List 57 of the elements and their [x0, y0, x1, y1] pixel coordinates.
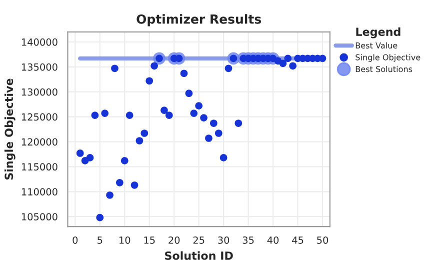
point	[224, 64, 232, 72]
y-tick-label: 125000	[22, 113, 58, 121]
x-tick-label: 25	[193, 236, 204, 244]
point	[234, 120, 242, 127]
point	[140, 130, 148, 137]
point	[106, 191, 114, 199]
x-tick-label: 45	[292, 236, 304, 244]
y-tick-label: 115000	[22, 163, 58, 171]
y-tick-label: 110000	[22, 188, 58, 196]
x-tick-label: 35	[242, 236, 254, 244]
point	[185, 90, 193, 98]
point	[101, 110, 109, 117]
x-tick-label: 5	[98, 236, 102, 244]
point	[120, 157, 128, 164]
point	[146, 77, 154, 85]
x-tick-label: 50	[317, 236, 328, 244]
point	[126, 112, 134, 119]
point	[116, 178, 124, 186]
point	[86, 154, 94, 162]
y-tick-label: 140000	[22, 38, 58, 46]
point	[214, 130, 222, 137]
x-tick-label: 40	[267, 236, 279, 244]
y-tick-label: 135000	[22, 63, 58, 71]
point	[180, 70, 188, 78]
point	[76, 150, 84, 157]
y-tick-label: 120000	[22, 138, 58, 146]
x-tick-label: 15	[144, 236, 155, 244]
point	[210, 120, 218, 127]
y-tick-label: 130000	[22, 88, 58, 96]
point	[136, 137, 144, 144]
legend-label: Best Solutions	[356, 66, 412, 72]
point	[190, 110, 198, 117]
point	[220, 154, 228, 162]
legend-title: Legend	[356, 27, 400, 38]
point	[284, 54, 292, 62]
chart-title: Optimizer Results	[136, 14, 262, 26]
point	[150, 62, 158, 70]
point	[279, 60, 287, 68]
x-tick-label: 10	[120, 236, 130, 244]
point	[205, 134, 212, 142]
point	[289, 62, 297, 70]
legend-label: Best Value	[356, 42, 398, 49]
point	[160, 106, 168, 114]
x-tick-label: 20	[168, 236, 180, 244]
point	[165, 112, 173, 119]
point	[195, 102, 203, 110]
point	[200, 114, 208, 122]
x-tick-label: 0	[72, 236, 78, 244]
legend-label: Single Objective	[356, 54, 420, 62]
y-axis-title: Single Objective	[4, 78, 16, 180]
x-tick-label: 30	[218, 236, 230, 244]
point	[130, 181, 138, 189]
point	[96, 214, 104, 222]
point	[111, 64, 118, 72]
x-axis-title: Solution ID	[165, 251, 233, 260]
y-tick-label: 105000	[22, 213, 58, 220]
point	[91, 112, 99, 119]
